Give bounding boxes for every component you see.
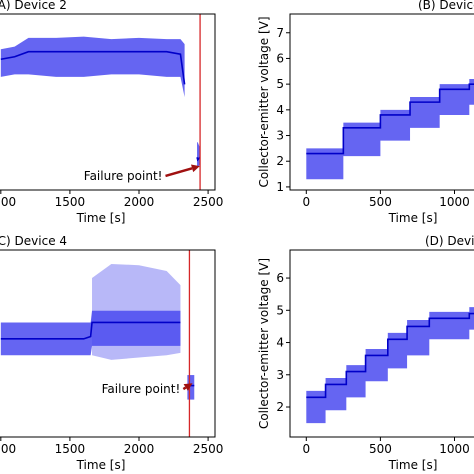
x-tick-label: 2000: [124, 442, 155, 456]
y-tick-label: 4: [276, 103, 284, 117]
annotation-arrow: [182, 386, 187, 391]
annotation-text: Failure point!: [102, 382, 181, 396]
y-tick-label: 7: [276, 26, 284, 40]
x-tick-label: 0: [302, 442, 310, 456]
y-tick-label: 6: [276, 271, 284, 285]
signal-band: [0, 36, 185, 97]
axes-frame: [0, 249, 216, 438]
y-tick-label: 5: [276, 77, 284, 91]
y-tick-label: 2: [276, 400, 284, 414]
signal-band: [197, 142, 200, 168]
x-tick-label: 2500: [193, 442, 224, 456]
mean-line: [306, 312, 474, 399]
annotation-arrow: [165, 167, 193, 178]
mean-line: [306, 83, 474, 155]
x-tick-label: 2500: [193, 195, 224, 209]
x-tick-label: 1000: [0, 442, 16, 456]
y-tick-label: 6: [276, 51, 284, 65]
axes-frame: [289, 13, 474, 191]
y-axis-label: Collector-emitter voltage [V]: [257, 16, 271, 187]
axes-frame: [289, 249, 474, 438]
x-tick-label: 1000: [0, 195, 16, 209]
signal-band: [306, 79, 474, 180]
y-tick-label: 2: [276, 154, 284, 168]
panel-title: (C) Device 4: [0, 234, 67, 248]
panel-title: (A) Device 2: [0, 0, 67, 12]
panel-title: (D) Device 5: [425, 234, 474, 248]
plot-area: [306, 307, 474, 424]
mean-line: [196, 156, 201, 162]
x-tick-label: 1000: [439, 195, 470, 209]
y-axis-label: Collector-emitter voltage [V]: [257, 258, 271, 429]
y-tick-label: 3: [276, 368, 284, 382]
x-tick-label: 0: [302, 195, 310, 209]
mean-line: [0, 321, 181, 340]
x-tick-label: 1500: [55, 195, 86, 209]
x-tick-label: 1000: [439, 442, 470, 456]
signal-band: [306, 307, 474, 424]
plot-area: [0, 250, 195, 437]
y-tick-label: 3: [276, 129, 284, 143]
axes-frame: [0, 13, 216, 191]
panel-title: (B) Device 3: [418, 0, 474, 12]
x-tick-label: 500: [369, 442, 392, 456]
x-axis-label: Time [s]: [388, 458, 438, 472]
arrow-head: [183, 383, 193, 391]
annotation-text: Failure point!: [84, 169, 163, 183]
mean-line: [0, 50, 186, 85]
arrow-head: [191, 164, 200, 173]
x-tick-label: 1500: [55, 442, 86, 456]
x-axis-label: Time [s]: [76, 458, 126, 472]
x-axis-label: Time [s]: [388, 211, 438, 225]
y-tick-label: 5: [276, 303, 284, 317]
x-axis-label: Time [s]: [76, 211, 126, 225]
plot-area: [0, 14, 201, 190]
x-tick-label: 500: [369, 195, 392, 209]
x-tick-label: 2000: [124, 195, 155, 209]
y-tick-label: 1: [276, 180, 284, 194]
plot-area: [306, 79, 474, 180]
y-tick-label: 4: [276, 336, 284, 350]
